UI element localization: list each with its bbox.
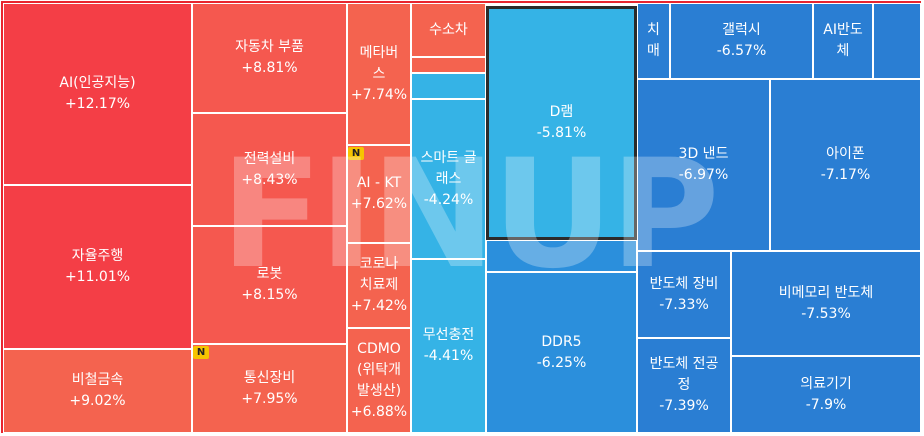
tile-name: 스마트 글래스 <box>420 149 477 187</box>
tile-change: -7.53% <box>801 305 851 322</box>
tile-3d-nand[interactable]: 3D 낸드 -6.97% <box>637 79 770 251</box>
tile-name: AI - KT <box>356 175 402 191</box>
news-badge: N <box>193 346 209 359</box>
tile-iphone[interactable]: 아이폰 -7.17% <box>770 79 921 251</box>
tile-corona[interactable]: 코로나 치료제 +7.42% <box>347 243 411 328</box>
tile-dram-sub[interactable] <box>486 240 637 272</box>
tile-autonomous[interactable]: 자율주행 +11.01% <box>3 185 192 349</box>
tile-robot[interactable]: 로봇 +8.15% <box>192 226 347 344</box>
tile-change: -4.24% <box>423 191 474 208</box>
tile-change: +12.17% <box>64 96 131 112</box>
tile-ddr5[interactable]: DDR5 -6.25% <box>486 272 637 433</box>
tile-change: +7.62% <box>350 196 408 212</box>
tile-ai-kt[interactable]: AI - KT +7.62% <box>347 145 411 243</box>
tile-power[interactable]: 전력설비 +8.43% <box>192 113 347 226</box>
tile-change: +8.81% <box>241 60 298 76</box>
tile-nonferrous[interactable]: 비철금속 +9.02% <box>3 349 192 433</box>
tile-ai-semi[interactable]: AI반도체 <box>813 3 873 79</box>
tile-name: DDR5 <box>541 333 582 350</box>
tile-telecom-equip[interactable]: 통신장비 +7.95% <box>192 344 347 433</box>
tile-change: -6.25% <box>536 354 587 371</box>
tile-smart-glasses[interactable]: 스마트 글래스 -4.24% <box>411 99 486 259</box>
tile-name: 수소차 <box>429 21 468 38</box>
tile-change: -7.33% <box>659 296 709 313</box>
tile-name: 반도체 장비 <box>649 275 719 292</box>
tile-galaxy[interactable]: 갤럭시 -6.57% <box>670 3 813 79</box>
tile-hydrogen-car[interactable]: 수소차 <box>411 3 486 57</box>
tile-light-blue-strip[interactable] <box>411 73 486 99</box>
tile-name: 갤럭시 <box>722 22 761 38</box>
tile-name: AI(인공지능) <box>59 75 136 91</box>
tile-name: 의료기기 <box>800 375 852 392</box>
tile-name: D램 <box>549 104 574 120</box>
tile-name: 통신장비 <box>243 369 296 386</box>
tile-name: 3D 낸드 <box>678 146 729 162</box>
tile-name: 로봇 <box>256 266 283 282</box>
tile-change: -7.17% <box>820 167 871 183</box>
tile-change: +6.88% <box>350 403 408 420</box>
tile-name: 비메모리 반도체 <box>778 284 874 301</box>
tile-dram[interactable]: D램 -5.81% <box>486 6 637 240</box>
tile-change: -7.39% <box>659 398 709 414</box>
tile-name: 반도체 전공정 <box>649 356 719 393</box>
tile-auto-parts[interactable]: 자동차 부품 +8.81% <box>192 3 347 113</box>
tile-change: +8.43% <box>241 171 298 188</box>
tile-nonmemory[interactable]: 비메모리 반도체 -7.53% <box>731 251 921 356</box>
tile-ai[interactable]: AI(인공지능) +12.17% <box>3 3 192 185</box>
tile-name: AI반도체 <box>823 22 863 59</box>
tile-change: +7.74% <box>350 86 408 103</box>
tile-change: -5.81% <box>536 125 587 141</box>
tile-medical[interactable]: 의료기기 -7.9% <box>731 356 921 433</box>
tile-small-dark[interactable] <box>873 3 921 79</box>
tile-name: 무선충전 <box>422 327 475 343</box>
tile-name: 자율주행 <box>71 248 124 264</box>
tile-change: -6.97% <box>678 167 729 183</box>
news-badge: N <box>348 147 364 160</box>
tile-change: +9.02% <box>69 393 126 409</box>
tile-cdmo[interactable]: CDMO (위탁개발생산) +6.88% <box>347 328 411 433</box>
tile-change: +7.95% <box>241 390 298 407</box>
tile-name: 메타버스 <box>359 44 399 82</box>
tile-change: -4.41% <box>423 348 474 364</box>
tile-name: 전력설비 <box>243 150 296 167</box>
tile-change: +7.42% <box>350 298 408 314</box>
tile-semi-preprocess[interactable]: 반도체 전공정 -7.39% <box>637 338 731 433</box>
tile-name: 자동차 부품 <box>235 39 304 55</box>
tile-change: +8.15% <box>241 287 298 303</box>
tile-name: CDMO (위탁개발생산) <box>356 340 402 399</box>
tile-change: -7.9% <box>805 396 847 413</box>
tile-name: 코로나 치료제 <box>359 256 399 293</box>
tile-wireless-charging[interactable]: 무선충전 -4.41% <box>411 259 486 433</box>
tile-dementia[interactable]: 치매 <box>637 3 670 79</box>
tile-semi-equip[interactable]: 반도체 장비 -7.33% <box>637 251 731 338</box>
tile-change: +11.01% <box>64 269 131 285</box>
tile-metaverse[interactable]: 메타버스 +7.74% <box>347 3 411 145</box>
tile-name: 비철금속 <box>71 372 124 388</box>
tile-change: -6.57% <box>716 43 767 59</box>
tile-small-red[interactable] <box>411 57 486 73</box>
tile-name: 아이폰 <box>826 146 865 162</box>
tile-name: 치매 <box>647 22 660 59</box>
